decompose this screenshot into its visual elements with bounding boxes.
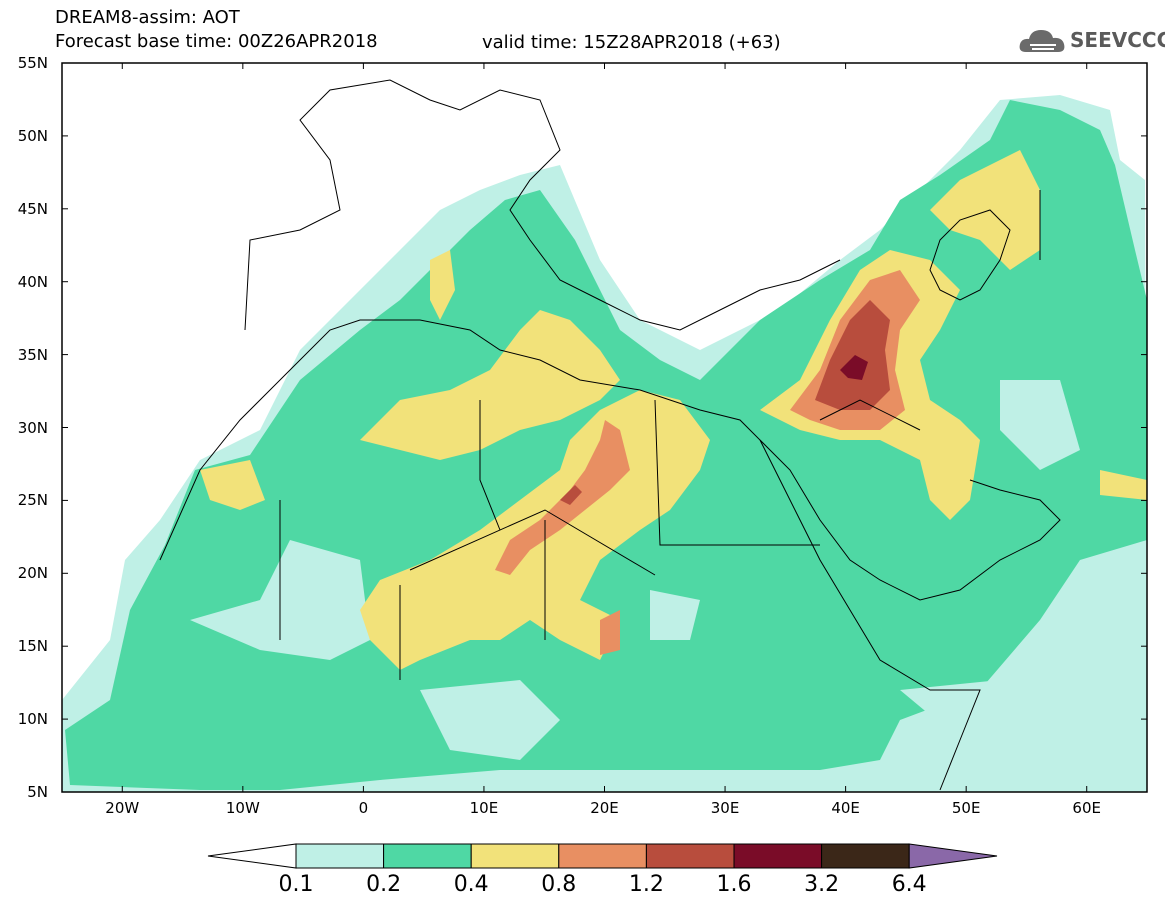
aot-patch-low	[1000, 380, 1080, 470]
coastlines	[159, 79, 1061, 791]
africa-coast	[159, 319, 981, 791]
lon-tick-label: 20E	[590, 799, 619, 817]
lon-tick-label: 50E	[951, 799, 981, 817]
lon-tick-label: 20W	[105, 799, 140, 817]
lon-tick-label: 30E	[710, 799, 740, 817]
colorbar-label: 1.2	[628, 872, 664, 897]
lon-tick-label: 10E	[469, 799, 499, 817]
valid-time: valid time: 15Z28APR2018 (+63)	[482, 32, 781, 53]
axis-ticks	[62, 62, 1147, 793]
aot-field-yellow	[1100, 470, 1147, 500]
colorbar-bin	[645, 843, 735, 869]
aot-patch-low	[420, 680, 560, 760]
aot-field-orange	[600, 610, 620, 655]
colorbar-label: 0.2	[366, 872, 402, 897]
arabia-coast	[759, 439, 1061, 601]
cloud-icon	[1019, 30, 1065, 52]
aot-fields	[62, 95, 1147, 792]
colorbar-bin	[295, 843, 385, 869]
colorbar-label: 0.1	[278, 872, 314, 897]
lat-tick-label: 5N	[27, 783, 48, 801]
title-line-1: DREAM8-assim: AOT	[55, 7, 240, 28]
lat-tick-label: 55N	[17, 54, 48, 72]
lat-tick-label: 10N	[17, 710, 48, 729]
seevccc-logo: SEEVCCC	[1018, 22, 1165, 58]
lat-tick-label: 40N	[17, 272, 48, 291]
lat-tick-label: 45N	[17, 199, 48, 218]
lat-tick-label: 30N	[17, 418, 48, 437]
aot-patch-low	[900, 680, 1030, 740]
lon-tick-label: 40E	[831, 799, 860, 817]
colorbar-bin	[558, 843, 647, 869]
colorbar-label: 0.4	[453, 872, 489, 897]
lat-tick-label: 25N	[17, 491, 48, 510]
aot-patch-low	[650, 590, 700, 640]
aot-field-yellow	[930, 150, 1040, 270]
colorbar-bin	[821, 843, 910, 869]
lon-tick-label: 0	[358, 799, 369, 817]
aot-field-maroon	[840, 355, 868, 380]
colorbar-left-triangle	[207, 843, 297, 869]
colorbar-label: 0.8	[541, 872, 577, 897]
lat-tick-label: 20N	[17, 564, 48, 583]
colorbar-label: 3.2	[804, 872, 840, 897]
lat-tick-label: 15N	[17, 637, 48, 656]
colorbar-bin	[733, 843, 823, 869]
europe-coast	[244, 79, 841, 331]
lon-tick-label: 60E	[1072, 799, 1101, 817]
caspian-coast	[929, 209, 1011, 301]
aot-field-yellow	[430, 250, 455, 320]
colorbar-bin	[383, 843, 472, 869]
colorbar-label: 6.4	[891, 872, 927, 897]
aot-field-yellow	[200, 460, 265, 510]
aot-field-darkred	[560, 485, 582, 505]
lat-tick-label: 35N	[17, 345, 48, 364]
aot-field-yellow	[360, 310, 620, 460]
logo-text: SEEVCCC	[1070, 28, 1165, 52]
title-line-2: Forecast base time: 00Z26APR2018	[55, 31, 378, 52]
lon-tick-label: 10W	[225, 799, 260, 817]
colorbar-right-triangle	[908, 843, 998, 869]
colorbar-label: 1.6	[716, 872, 752, 897]
lat-tick-label: 50N	[17, 126, 48, 145]
aot-field-darkred	[815, 300, 890, 410]
country-borders	[279, 190, 1041, 680]
colorbar	[207, 843, 998, 869]
colorbar-bin	[470, 843, 560, 869]
